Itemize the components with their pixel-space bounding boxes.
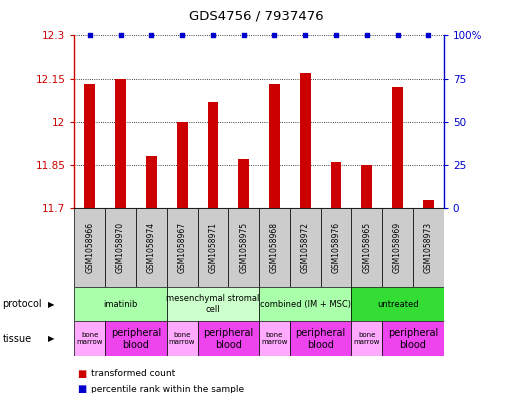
Point (393, 32, 402, 39)
Bar (331, 162, 342, 393)
Bar (74, 208, 105, 287)
Text: ■: ■ (77, 369, 86, 379)
Text: percentile rank within the sample: percentile rank within the sample (91, 385, 244, 393)
Text: ▶: ▶ (48, 334, 54, 343)
Text: GSM1058976: GSM1058976 (331, 222, 341, 273)
Text: transformed count: transformed count (91, 369, 175, 378)
Bar (351, 208, 382, 287)
Text: bone
marrow: bone marrow (261, 332, 288, 345)
Text: imatinib: imatinib (103, 300, 138, 309)
Text: GSM1058970: GSM1058970 (116, 222, 125, 273)
Text: GSM1058969: GSM1058969 (393, 222, 402, 273)
Text: peripheral
blood: peripheral blood (111, 328, 161, 349)
Bar (290, 321, 351, 356)
Bar (413, 208, 444, 287)
Bar (167, 287, 259, 321)
Text: ▶: ▶ (48, 300, 54, 309)
Bar (382, 321, 444, 356)
Bar (321, 208, 351, 287)
Bar (259, 208, 290, 287)
Point (178, 32, 186, 39)
Bar (382, 208, 413, 287)
Text: peripheral
blood: peripheral blood (295, 328, 346, 349)
Bar (74, 321, 105, 356)
Text: bone
marrow: bone marrow (76, 332, 103, 345)
Text: GSM1058972: GSM1058972 (301, 222, 310, 273)
Bar (198, 321, 259, 356)
Text: bone
marrow: bone marrow (353, 332, 380, 345)
Text: GSM1058975: GSM1058975 (239, 222, 248, 273)
Bar (74, 287, 167, 321)
Text: combined (IM + MSC): combined (IM + MSC) (260, 300, 351, 309)
Text: untreated: untreated (377, 300, 419, 309)
Text: peripheral
blood: peripheral blood (203, 328, 253, 349)
Bar (167, 208, 198, 287)
Text: peripheral
blood: peripheral blood (388, 328, 438, 349)
Bar (176, 122, 188, 393)
Text: ■: ■ (77, 384, 86, 393)
Text: tissue: tissue (3, 334, 32, 344)
Point (86, 32, 94, 39)
Bar (423, 200, 433, 393)
Bar (105, 321, 167, 356)
Bar (290, 208, 321, 287)
Bar (198, 208, 228, 287)
Text: GSM1058974: GSM1058974 (147, 222, 156, 273)
Bar (146, 156, 156, 393)
Bar (351, 287, 444, 321)
Bar (167, 321, 198, 356)
Text: mesenchymal stromal
cell: mesenchymal stromal cell (166, 294, 260, 314)
Bar (300, 73, 310, 393)
Bar (207, 102, 218, 393)
Text: GSM1058971: GSM1058971 (208, 222, 218, 273)
Point (301, 32, 309, 39)
Point (270, 32, 279, 39)
Bar (392, 87, 403, 393)
Bar (105, 208, 136, 287)
Text: GSM1058968: GSM1058968 (270, 222, 279, 273)
Bar (259, 287, 351, 321)
Bar (228, 208, 259, 287)
Text: GSM1058965: GSM1058965 (362, 222, 371, 273)
Text: GDS4756 / 7937476: GDS4756 / 7937476 (189, 10, 324, 23)
Bar (136, 208, 167, 287)
Point (116, 32, 125, 39)
Bar (361, 165, 372, 393)
Bar (259, 321, 290, 356)
Text: GSM1058966: GSM1058966 (85, 222, 94, 273)
Bar (115, 79, 126, 393)
Point (209, 32, 217, 39)
Point (424, 32, 432, 39)
Point (240, 32, 248, 39)
Bar (351, 321, 382, 356)
Point (332, 32, 340, 39)
Text: bone
marrow: bone marrow (169, 332, 195, 345)
Text: GSM1058967: GSM1058967 (177, 222, 187, 273)
Bar (238, 159, 249, 393)
Point (147, 32, 155, 39)
Text: GSM1058973: GSM1058973 (424, 222, 433, 273)
Bar (84, 84, 95, 393)
Bar (269, 84, 280, 393)
Text: protocol: protocol (3, 299, 42, 309)
Point (363, 32, 371, 39)
